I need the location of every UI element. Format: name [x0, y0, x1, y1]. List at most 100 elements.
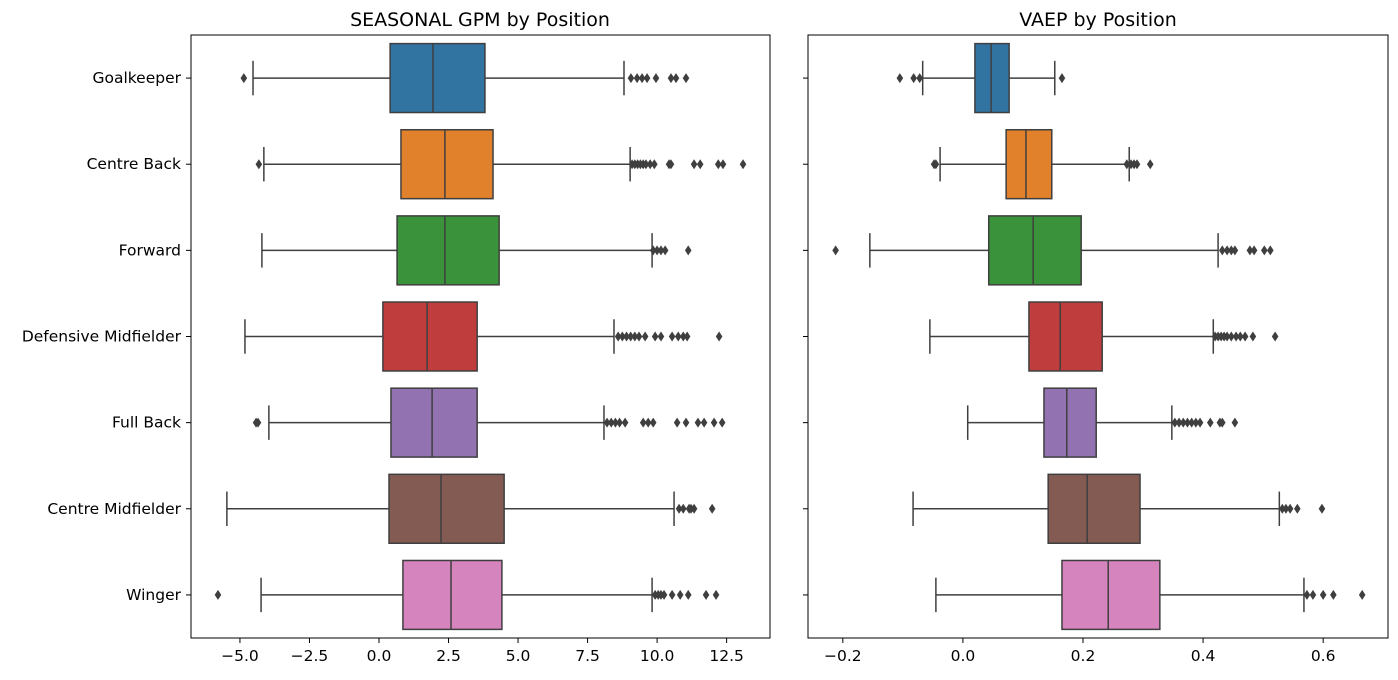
outlier-point: [1223, 245, 1231, 256]
outlier-point: [683, 331, 691, 342]
x-tick-label: −0.2: [824, 647, 862, 665]
box-centre-midfielder: [912, 473, 1326, 544]
outlier-point: [1188, 417, 1195, 428]
outlier-point: [1309, 589, 1317, 600]
iqr-box: [1061, 559, 1161, 631]
x-tick-label: 0.6: [1311, 647, 1336, 665]
x-tick-label: 5.0: [506, 647, 531, 665]
outlier-point: [694, 417, 702, 428]
outlier-point: [635, 331, 643, 342]
outlier-point: [1179, 417, 1187, 428]
x-tick-label: 0.4: [1191, 647, 1216, 665]
box-winger: [214, 559, 720, 631]
outlier-point: [715, 331, 723, 342]
outlier-point: [639, 417, 647, 428]
outlier-point: [1218, 417, 1226, 428]
outlier-point: [1246, 245, 1254, 256]
iqr-box: [987, 215, 1082, 286]
box-centre-back: [930, 129, 1154, 200]
outlier-point: [1286, 503, 1294, 514]
outlier-point: [657, 331, 665, 342]
left-panel: Goalkeeper Centre Back Forward Defensive Mi…: [22, 34, 771, 665]
outlier-point: [649, 245, 657, 256]
iqr-box: [402, 559, 503, 631]
outlier-point: [1123, 159, 1131, 170]
y-tick-label: Centre Midfielder: [47, 500, 181, 518]
outlier-point: [1261, 245, 1268, 256]
outlier-point: [674, 331, 682, 342]
outlier-point: [646, 159, 654, 170]
x-tick-label: 7.5: [575, 647, 600, 665]
y-tick-label: Defensive Midfielder: [22, 328, 182, 346]
outlier-point: [1250, 245, 1258, 256]
outlier-point: [682, 73, 690, 84]
outlier-point: [1206, 417, 1214, 428]
outlier-point: [1318, 503, 1326, 514]
outlier-point: [673, 417, 681, 428]
outlier-point: [1303, 589, 1311, 600]
outlier-point: [616, 417, 623, 428]
outlier-point: [718, 417, 726, 428]
outlier-point: [255, 159, 263, 170]
outlier-point: [240, 73, 248, 84]
outlier-point: [1196, 417, 1204, 428]
outlier-point: [667, 159, 675, 170]
iqr-box: [390, 387, 478, 458]
y-tick-label: Full Back: [112, 414, 181, 432]
box-centre-midfielder: [226, 473, 716, 544]
box-defensive-midfielder: [244, 301, 723, 372]
x-tick-label: 2.5: [436, 647, 461, 665]
outlier-point: [1236, 331, 1244, 342]
outlier-point: [916, 73, 923, 84]
outlier-point: [719, 159, 727, 170]
outlier-point: [1241, 331, 1249, 342]
outlier-point: [1232, 331, 1240, 342]
iqr-box: [1043, 387, 1097, 458]
outlier-point: [627, 73, 635, 84]
outlier-point: [660, 589, 668, 600]
x-tick-label: 0.2: [1071, 647, 1096, 665]
y-tick-label: Forward: [119, 241, 181, 259]
y-tick-label: Centre Back: [87, 155, 181, 173]
iqr-box: [400, 129, 494, 200]
iqr-box: [389, 42, 486, 114]
outlier-point: [1184, 417, 1191, 428]
outlier-point: [676, 589, 684, 600]
box-full-back: [252, 387, 726, 458]
outlier-point: [644, 417, 652, 428]
outlier-point: [739, 159, 747, 170]
outlier-point: [1058, 73, 1066, 84]
outlier-point: [651, 331, 659, 342]
outlier-point: [642, 159, 650, 170]
outlier-point: [1175, 417, 1183, 428]
outlier-point: [702, 589, 710, 600]
outlier-point: [679, 503, 687, 514]
outlier-point: [643, 73, 651, 84]
outlier-point: [641, 331, 649, 342]
outlier-point: [712, 589, 720, 600]
x-tick-label: −5.0: [221, 647, 259, 665]
outlier-point: [1192, 417, 1200, 428]
outlier-point: [1319, 589, 1327, 600]
outlier-point: [1171, 417, 1179, 428]
y-tick-label: Goalkeeper: [92, 69, 181, 87]
outlier-point: [708, 503, 716, 514]
chart-panels: Goalkeeper Centre Back Forward Defensive Mi…: [22, 34, 1389, 665]
outlier-point: [679, 331, 687, 342]
right-chart-title: VAEP by Position: [1019, 9, 1177, 31]
outlier-point: [1294, 503, 1301, 514]
outlier-point: [631, 331, 639, 342]
x-tick-label: 0.0: [367, 647, 392, 665]
outlier-point: [607, 417, 615, 428]
outlier-point: [612, 417, 619, 428]
outlier-point: [1223, 331, 1231, 342]
left-chart-title: SEASONAL GPM by Position: [350, 9, 610, 31]
outlier-point: [710, 417, 718, 428]
outlier-point: [714, 159, 722, 170]
box-centre-back: [255, 129, 747, 200]
outlier-point: [668, 589, 676, 600]
outlier-point: [675, 503, 683, 514]
box-forward: [832, 215, 1274, 286]
outlier-point: [649, 417, 657, 428]
